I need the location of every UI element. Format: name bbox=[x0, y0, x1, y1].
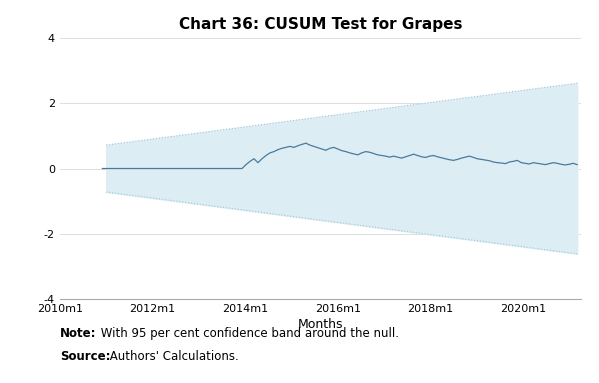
Text: With 95 per cent confidence band around the null.: With 95 per cent confidence band around … bbox=[97, 327, 399, 340]
Text: Authors' Calculations.: Authors' Calculations. bbox=[106, 350, 239, 363]
X-axis label: Months: Months bbox=[298, 318, 343, 331]
Text: Source:: Source: bbox=[60, 350, 110, 363]
Text: Note:: Note: bbox=[60, 327, 96, 340]
Title: Chart 36: CUSUM Test for Grapes: Chart 36: CUSUM Test for Grapes bbox=[179, 16, 462, 31]
